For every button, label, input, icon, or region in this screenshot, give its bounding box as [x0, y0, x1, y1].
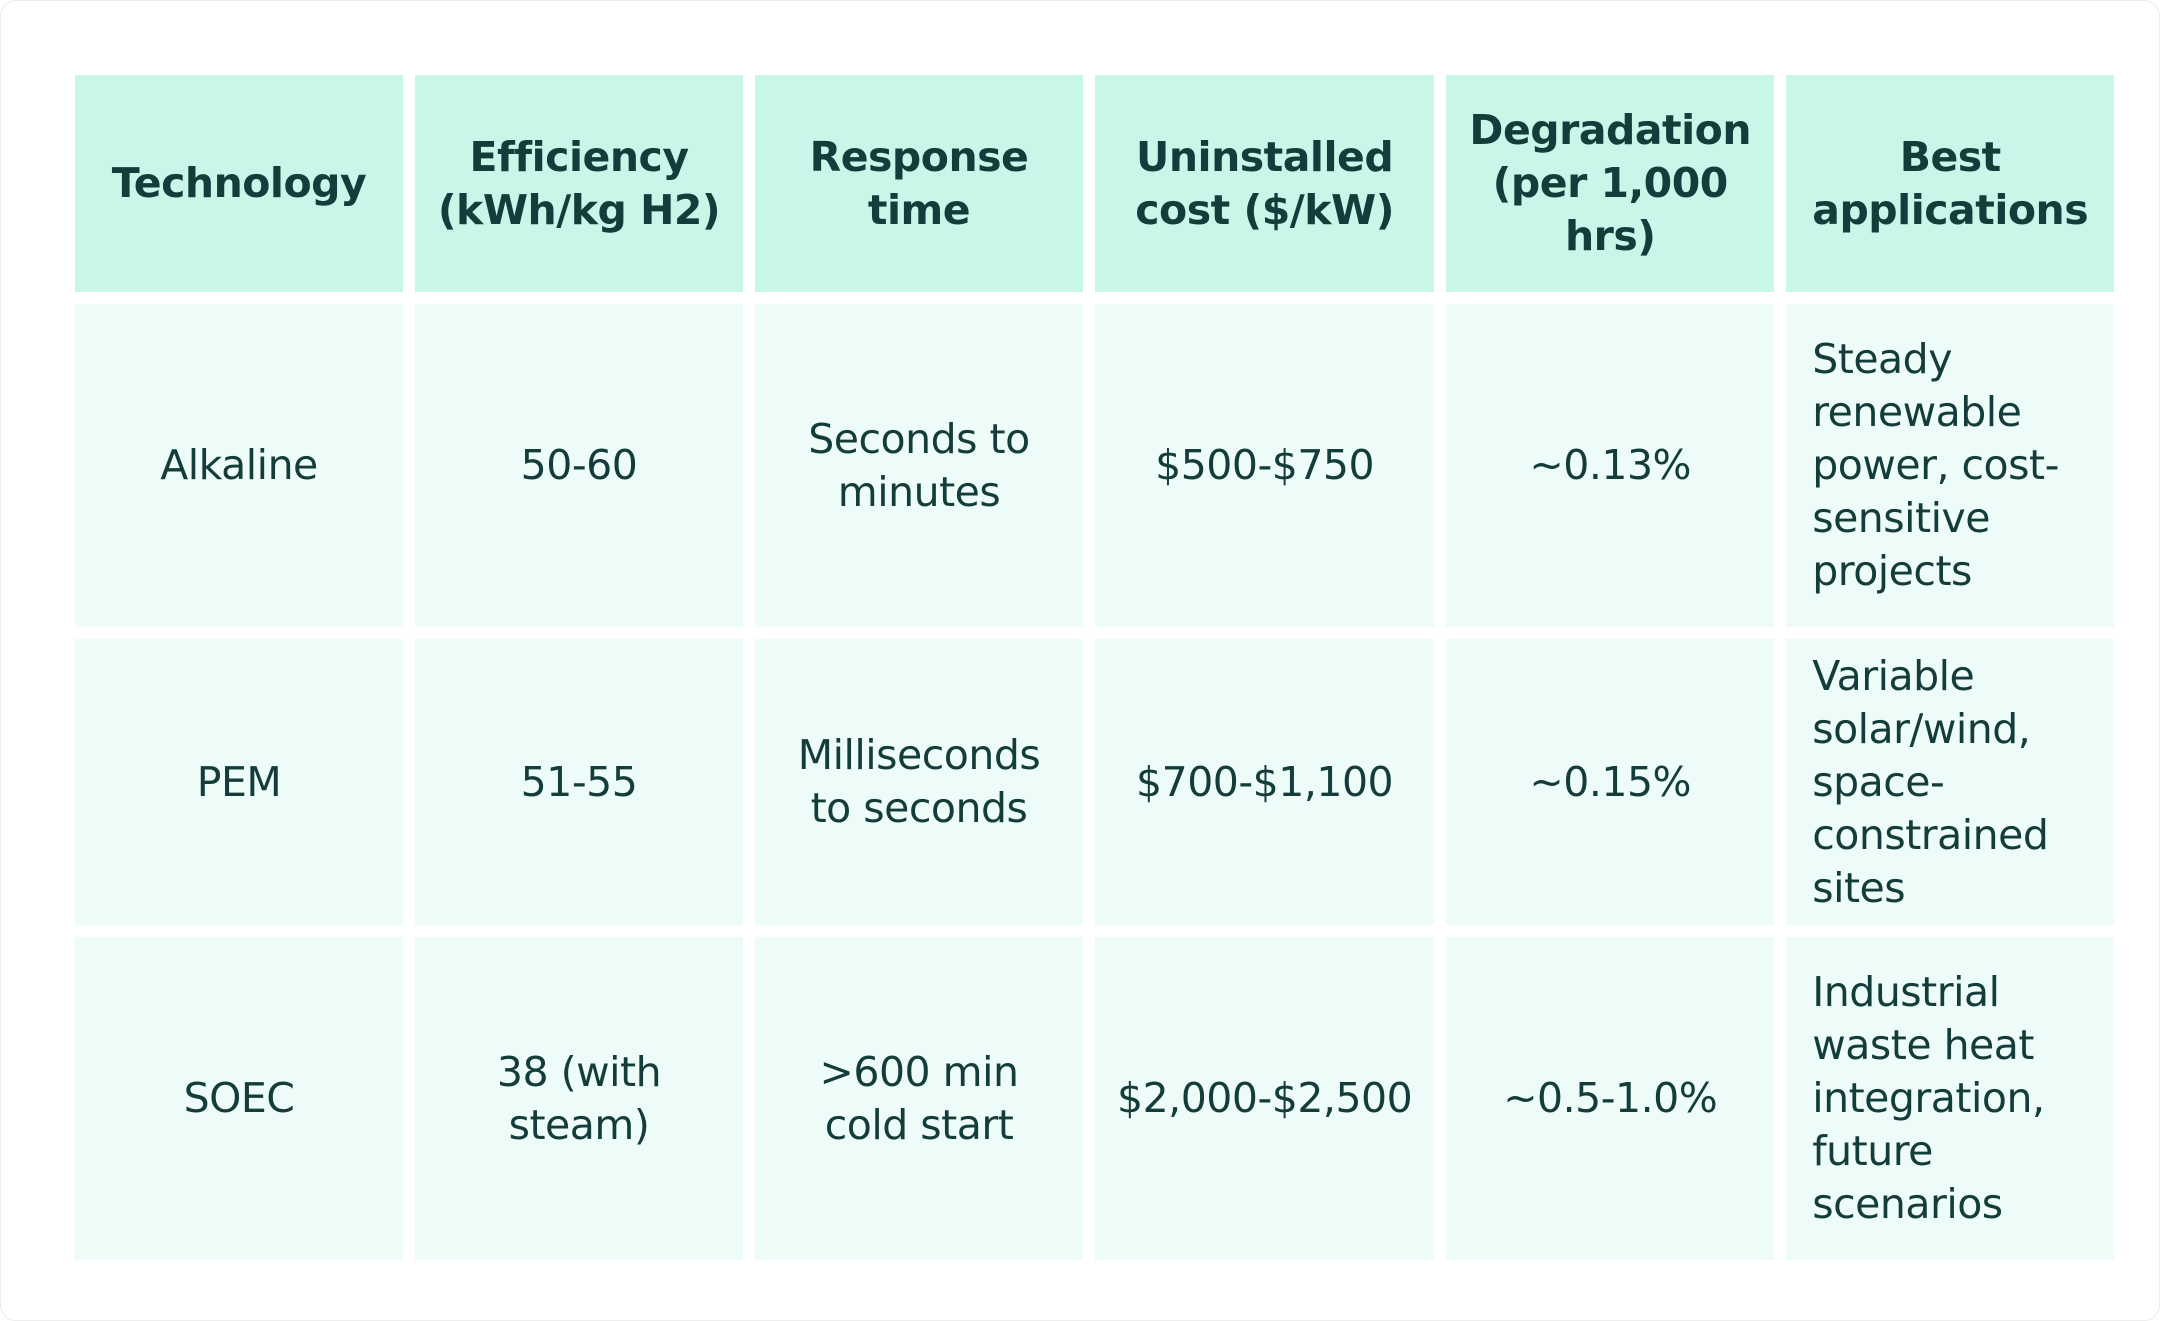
header-technology: Technology	[75, 75, 403, 292]
cell-degradation: ~0.13%	[1446, 304, 1775, 627]
cell-technology: SOEC	[75, 937, 403, 1260]
cell-applications: Steady renewable power, cost-sensitive p…	[1786, 304, 2115, 627]
cell-degradation: ~0.5-1.0%	[1446, 937, 1775, 1260]
cell-applications: Industrial waste heat integration, futur…	[1786, 937, 2115, 1260]
header-row: Technology Efficiency (kWh/kg H2) Respon…	[75, 75, 2115, 292]
cell-cost: $2,000-$2,500	[1095, 937, 1435, 1260]
header-response-time: Response time	[755, 75, 1083, 292]
table-row: PEM 51-55 Milliseconds to seconds $700-$…	[75, 639, 2115, 925]
cell-response-time: Seconds to minutes	[755, 304, 1083, 627]
cell-applications: Variable solar/wind, space-constrained s…	[1786, 639, 2115, 925]
cell-cost: $700-$1,100	[1095, 639, 1435, 925]
table-row: Alkaline 50-60 Seconds to minutes $500-$…	[75, 304, 2115, 627]
cell-response-time: >600 min cold start	[755, 937, 1083, 1260]
cell-technology: Alkaline	[75, 304, 403, 627]
cell-degradation: ~0.15%	[1446, 639, 1775, 925]
header-best-applications: Best applications	[1786, 75, 2115, 292]
cell-response-time: Milliseconds to seconds	[755, 639, 1083, 925]
table-row: SOEC 38 (with steam) >600 min cold start…	[75, 937, 2115, 1260]
cell-efficiency: 50-60	[415, 304, 743, 627]
cell-efficiency: 38 (with steam)	[415, 937, 743, 1260]
cell-efficiency: 51-55	[415, 639, 743, 925]
header-efficiency: Efficiency (kWh/kg H2)	[415, 75, 743, 292]
cell-technology: PEM	[75, 639, 403, 925]
cell-cost: $500-$750	[1095, 304, 1435, 627]
comparison-table: Technology Efficiency (kWh/kg H2) Respon…	[63, 63, 2126, 1272]
header-uninstalled-cost: Uninstalled cost ($/kW)	[1095, 75, 1435, 292]
header-degradation: Degradation (per 1,000 hrs)	[1446, 75, 1775, 292]
